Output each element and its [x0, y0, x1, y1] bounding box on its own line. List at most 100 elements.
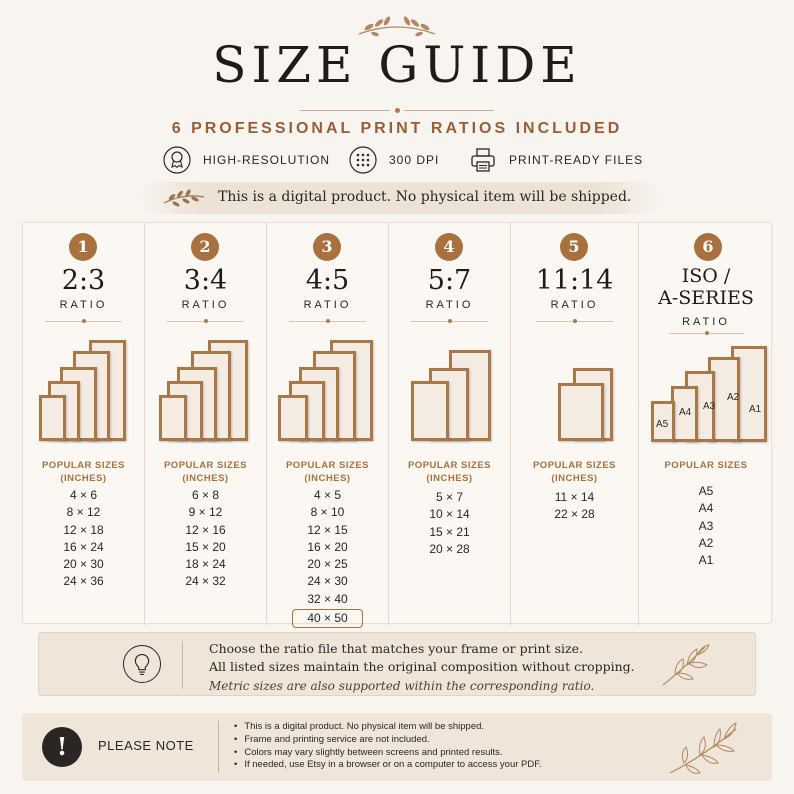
size-item: A1: [698, 553, 714, 568]
ratio-value: 4:5: [305, 265, 350, 296]
size-list: 4 × 6 8 × 12 12 × 18 16 × 24 20 × 30 24 …: [23, 487, 144, 591]
ratio-card-11-14: 5 11:14 RATIO POPULAR SIZES (INCHES) 11 ×…: [510, 223, 638, 625]
page-subtitle: 6 PROFESSIONAL PRINT RATIOS INCLUDED: [171, 120, 623, 137]
frame-label: A2: [727, 392, 740, 403]
column-divider: [669, 331, 744, 335]
size-item: 4 × 6: [69, 488, 98, 502]
size-item: 9 × 12: [188, 505, 223, 520]
ratio-card-3-4: 2 3:4 RATIO POPULAR SIZES (INCHES) 6 × 8 …: [144, 223, 266, 625]
size-list: 4 × 5 8 × 10 12 × 15 16 × 20 20 × 25 24 …: [267, 487, 388, 629]
printer-icon: [471, 148, 495, 172]
size-item: A2: [698, 535, 714, 550]
size-list: 5 × 7 10 × 14 15 × 21 20 × 28: [389, 489, 510, 558]
ratio-label: RATIO: [425, 299, 474, 311]
popular-sizes-heading: POPULAR SIZES (INCHES): [285, 460, 370, 484]
size-item-highlighted: 40 × 50: [292, 609, 363, 629]
size-item: 11 × 14: [554, 490, 595, 504]
leaf-sprig-icon: [358, 16, 436, 37]
title-divider: [300, 108, 494, 114]
popular-sizes-heading: POPULAR SIZES (INCHES): [407, 460, 492, 484]
size-item: 15 × 20: [185, 539, 226, 554]
warning-icon: !: [42, 727, 82, 767]
size-item: A4: [698, 501, 714, 516]
size-list: 6 × 8 9 × 12 12 × 16 15 × 20 18 × 24 24 …: [145, 487, 266, 591]
ratio-label: RATIO: [550, 299, 599, 311]
frame-illustration: [267, 333, 388, 448]
popular-sizes-heading: POPULAR SIZES (INCHES): [532, 460, 617, 484]
frame-label: A1: [749, 404, 762, 415]
size-item: 8 × 10: [310, 505, 345, 520]
frame-label: A4: [679, 407, 692, 418]
size-list: 11 × 14 22 × 28: [511, 489, 638, 524]
size-item: 20 × 30: [63, 557, 104, 572]
column-divider: [411, 319, 488, 323]
ratio-value: 2:3: [61, 265, 106, 296]
feature-row: HIGH-RESOLUTION 300 DPI PRINT-READY FILE…: [0, 146, 794, 176]
page-title: SIZE GUIDE: [212, 36, 582, 94]
ratio-value: 11:14: [535, 265, 614, 296]
leaf-sprig-icon: [163, 189, 205, 207]
size-item: 20 × 28: [429, 541, 470, 556]
size-item: 32 × 40: [307, 591, 348, 606]
list-item: This is a digital product. No physical i…: [234, 721, 542, 734]
size-item: 24 × 36: [63, 574, 104, 589]
column-divider: [45, 319, 122, 323]
ratio-number-badge: 1: [69, 233, 97, 261]
award-ribbon-icon: [163, 146, 191, 174]
size-item: 12 × 16: [185, 522, 226, 537]
ratio-label: RATIO: [303, 299, 352, 311]
ratio-card-iso-a-series: 6 ISO / A-SERIES RATIO A5 A4 A3 A2 A1 PO…: [638, 223, 773, 625]
ratio-cards: 1 2:3 RATIO POPULAR SIZES (INCHES) 4 × 6 …: [22, 222, 773, 629]
column-divider: [289, 319, 366, 323]
feature-label: 300 DPI: [389, 153, 440, 167]
frame-label: A5: [656, 419, 669, 430]
digital-notice-text: This is a digital product. No physical i…: [218, 189, 632, 205]
ratio-number-badge: 4: [435, 233, 463, 261]
ratio-card-2-3: 1 2:3 RATIO POPULAR SIZES (INCHES) 4 × 6 …: [23, 223, 144, 625]
frame-illustration: [511, 333, 638, 448]
feature-label: HIGH-RESOLUTION: [203, 153, 331, 167]
size-item: 6 × 8: [191, 488, 220, 502]
size-item: 12 × 18: [63, 522, 104, 537]
ratio-value: ISO / A-SERIES: [658, 265, 754, 309]
size-item: 16 × 20: [307, 539, 348, 554]
feature-high-resolution: HIGH-RESOLUTION: [163, 146, 330, 174]
lightbulb-icon: [123, 645, 161, 683]
feature-300-dpi: 300 DPI: [349, 146, 439, 174]
frame-illustration: [389, 333, 510, 448]
ratio-label: RATIO: [59, 299, 108, 311]
ratio-number-badge: 2: [191, 233, 219, 261]
feature-label: PRINT-READY FILES: [509, 153, 644, 167]
size-item: 5 × 7: [435, 490, 464, 504]
size-item: A5: [698, 484, 714, 498]
ratio-number-badge: 6: [694, 233, 722, 261]
leaf-branch-icon: [669, 722, 737, 774]
size-item: 15 × 21: [429, 524, 470, 539]
size-item: 24 × 30: [307, 574, 348, 589]
please-note-panel: ! PLEASE NOTE This is a digital product.…: [22, 713, 772, 781]
ratio-value: 5:7: [427, 265, 472, 296]
frame-illustration: A5 A4 A3 A2 A1: [639, 343, 773, 443]
note-title: PLEASE NOTE: [98, 738, 194, 753]
ratio-label: RATIO: [181, 299, 230, 311]
feature-print-ready: PRINT-READY FILES: [469, 146, 643, 174]
tip-line-italic: Metric sizes are also supported within t…: [209, 679, 595, 693]
ratio-card-4-5: 3 4:5 RATIO POPULAR SIZES (INCHES) 4 × 5 …: [266, 223, 388, 629]
size-item: 4 × 5: [313, 488, 342, 502]
list-item: Frame and printing service are not inclu…: [234, 734, 542, 747]
list-item: If needed, use Etsy in a browser or on a…: [234, 759, 541, 772]
popular-sizes-heading: POPULAR SIZES (INCHES): [163, 460, 248, 484]
size-item: 24 × 32: [185, 574, 226, 589]
size-item: 18 × 24: [185, 557, 226, 572]
size-item: 12 × 15: [307, 522, 348, 537]
size-item: 8 × 12: [66, 505, 101, 520]
size-item: 16 × 24: [63, 539, 104, 554]
ratio-label: RATIO: [682, 316, 730, 328]
ratio-number-badge: 3: [313, 233, 341, 261]
list-item: Colors may vary slightly between screens…: [234, 747, 542, 760]
tip-line: Choose the ratio file that matches your …: [209, 641, 583, 656]
note-list: This is a digital product. No physical i…: [234, 721, 542, 772]
size-item: 22 × 28: [554, 507, 595, 522]
ratio-number-badge: 5: [560, 233, 588, 261]
leaf-branch-icon: [662, 644, 710, 686]
